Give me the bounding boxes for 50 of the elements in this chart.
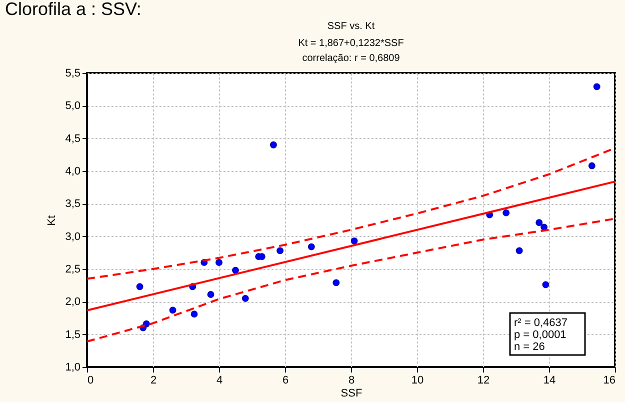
point <box>169 306 176 314</box>
y-tick-label: 1,5 <box>65 328 80 341</box>
x-tick-label: 10 <box>411 374 424 386</box>
x-tick-label: 8 <box>348 374 355 386</box>
annotation: p = 0,0001 <box>514 329 566 341</box>
y-tick-label: 1,0 <box>65 362 80 374</box>
point <box>242 294 249 302</box>
point <box>216 259 222 266</box>
x-axis-title: SSF <box>340 388 362 400</box>
point <box>142 320 150 328</box>
text: Clorofila a : SSV: <box>5 0 142 19</box>
x-tick-label: 0 <box>88 374 94 386</box>
point <box>308 243 315 250</box>
point <box>207 291 214 298</box>
point <box>536 219 543 226</box>
x-tick-label: 4 <box>216 374 223 386</box>
annotation: n = 26 <box>514 341 545 353</box>
y-tick-label: 3,5 <box>65 198 80 210</box>
x-tick-label: 12 <box>477 374 490 386</box>
line-series <box>86 218 616 343</box>
point <box>502 209 510 216</box>
y-tick-label: 3,0 <box>65 230 80 243</box>
point <box>276 247 284 254</box>
point <box>593 83 600 90</box>
y-tick-label: 2,5 <box>65 264 80 276</box>
point <box>232 266 239 274</box>
point <box>516 247 523 254</box>
x-tick-label: 14 <box>543 374 556 386</box>
point <box>350 237 358 244</box>
point <box>136 283 144 290</box>
y-tick-label: 5,5 <box>65 68 80 80</box>
point <box>332 279 340 286</box>
y-tick-label: 5,0 <box>65 100 80 112</box>
text: Kt = 1,867+0,1232*SSF <box>298 38 404 49</box>
x-tick-label: 6 <box>282 374 289 386</box>
y-tick-label: 4,0 <box>65 166 80 178</box>
x-tick-label: 16 <box>603 374 616 386</box>
point <box>540 224 548 231</box>
y-axis-title: Kt <box>46 215 58 226</box>
point <box>542 281 550 288</box>
annotation: r² = 0,4637 <box>514 317 568 329</box>
y-tick-label: 4,5 <box>65 132 80 145</box>
y-tick-label: 2,0 <box>65 296 80 308</box>
point <box>270 141 277 148</box>
point <box>258 253 266 260</box>
text: correlação: r = 0,6809 <box>302 53 400 64</box>
x-tick-label: 2 <box>150 374 157 386</box>
point <box>190 310 198 318</box>
point <box>588 162 596 170</box>
chart-title: SSF vs. Kt <box>327 21 375 32</box>
